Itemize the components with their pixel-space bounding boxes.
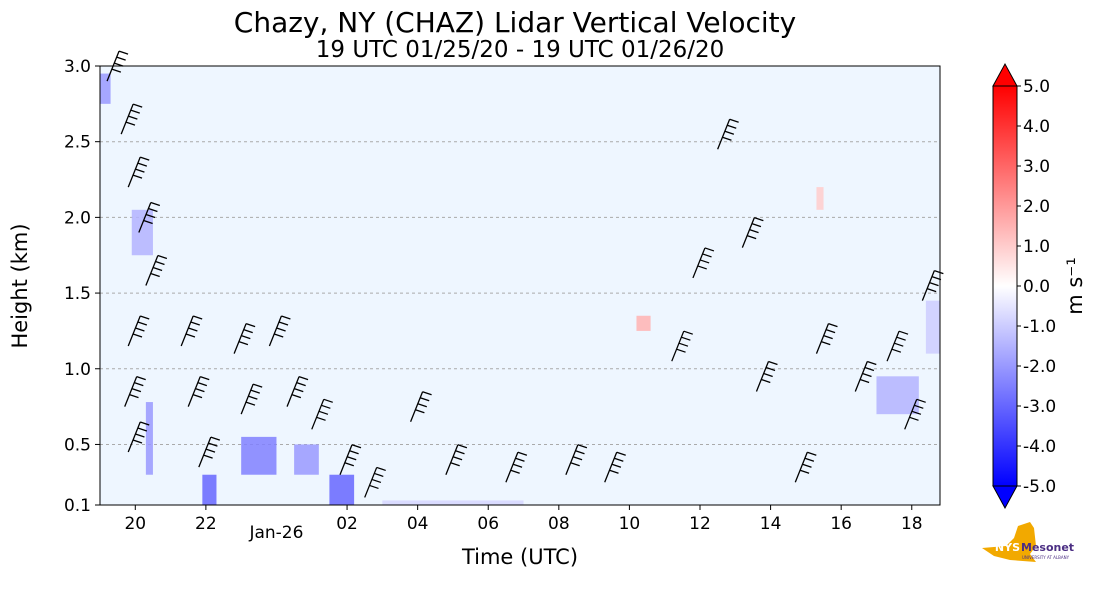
grid-lines [100,141,940,445]
wind-barb [445,444,468,475]
colorbar-tick-label: 5.0 [1023,77,1050,97]
y-tick-label: 0.5 [64,435,91,455]
wind-barb [904,398,926,430]
wind-barb [741,217,764,248]
x-axis-label: Time (UTC) [461,545,578,569]
wind-barb [815,323,838,354]
x-tick-label: 20 [124,514,146,534]
chart-title: Chazy, NY (CHAZ) Lidar Vertical Velocity [234,6,796,39]
wind-barb [240,383,263,415]
wind-barbs [106,50,944,498]
logo-university: UNIVERSITY AT ALBANY [1022,555,1070,560]
wind-barb [886,330,909,362]
wind-barb [505,451,528,483]
wind-barb [120,103,143,135]
colorbar-min-extension [992,485,1018,510]
colorbar-tick-label: -5.0 [1023,477,1056,497]
velocity-patch [145,402,153,475]
x-tick-label: 10 [619,514,641,534]
x-date-label: Jan-26 [248,523,303,543]
velocity-patch [241,436,277,475]
plot-area [100,66,940,505]
plot-frame [99,65,941,506]
wind-barb [198,436,221,468]
x-tick-label: 02 [336,514,358,534]
colorbar-tick-label: 1.0 [1023,237,1050,257]
colorbar-gradient [993,86,1017,486]
wind-barb [755,360,778,392]
wind-barb [145,254,168,286]
ny-state-icon [982,522,1036,562]
wind-barb [180,315,203,347]
wind-barb [187,375,210,407]
y-tick-label: 0.1 [64,496,91,516]
velocity-patch [131,209,153,256]
velocity-patch [382,500,524,505]
colorbar-tick-label: 4.0 [1023,117,1050,137]
colorbar-tick-label: -3.0 [1023,397,1056,417]
x-tick-label: 16 [830,514,852,534]
wind-barb [127,315,150,347]
x-tick-label: 12 [689,514,711,534]
x-tick-label: 18 [901,514,923,534]
wind-barb [138,201,161,233]
colorbar-tick-label: -1.0 [1023,317,1056,337]
wind-barb [364,466,386,498]
colorbar-tick-label: 0.0 [1023,277,1050,297]
y-tick-label: 1.5 [64,284,91,304]
velocity-patch [202,474,217,505]
wind-barb [127,156,150,188]
colorbar-label: m s⁻¹ [1063,257,1087,315]
colorbar-tick-label: 3.0 [1023,157,1050,177]
wind-barb [233,323,256,354]
y-tick-label: 1.0 [64,360,91,380]
logo-mesonet: Mesonet [1021,541,1074,554]
nys-mesonet-logo: NYS Mesonet UNIVERSITY AT ALBANY [982,522,1074,562]
colorbar-max-extension [992,62,1018,87]
x-tick-label: 04 [407,514,429,534]
x-tick-label: 06 [477,514,499,534]
x-tick-label: 22 [195,514,217,534]
x-tick-label: 14 [760,514,782,534]
wind-barb [921,270,944,301]
wind-barb [692,247,715,279]
colorbar-tick-label: -4.0 [1023,437,1056,457]
velocity-patch [329,474,355,505]
x-tick-label: 08 [548,514,570,534]
y-tick-label: 2.0 [64,208,91,228]
wind-barb [311,398,333,430]
wind-barb [604,451,626,483]
velocity-patch [294,444,319,475]
y-tick-label: 3.0 [64,57,91,77]
logo-nys: NYS [995,541,1020,554]
wind-barb [268,315,291,347]
wind-barb [339,444,362,475]
wind-barb [671,330,693,362]
y-axis-label: Height (km) [8,223,32,348]
velocity-patch [100,73,111,104]
y-axis-ticks: 0.1 0.5 1.0 1.5 2.0 2.5 3.0 [64,57,100,516]
wind-barb [794,451,817,483]
velocity-patch [925,300,940,354]
velocity-patch [816,187,824,210]
colorbar-tick-label: -2.0 [1023,357,1056,377]
wind-barb [124,375,146,407]
wind-barb [286,375,309,407]
x-axis-ticks: 20 22 02 04 06 08 10 12 14 16 18 Jan-26 [124,505,923,543]
velocity-patches [100,73,940,505]
wind-barb [854,360,877,392]
wind-barb [717,118,739,150]
colorbar: 5.0 4.0 3.0 2.0 1.0 0.0 -1.0 -2.0 -3.0 -4.0 -5.0 m… [992,62,1087,510]
wind-barb [127,421,150,453]
velocity-patch [636,315,651,331]
y-tick-label: 2.5 [64,133,91,153]
colorbar-tick-label: 2.0 [1023,197,1050,217]
wind-barb [565,444,588,475]
chart-subtitle: 19 UTC 01/25/20 - 19 UTC 01/26/20 [316,37,725,63]
wind-barb [409,391,432,422]
velocity-patch [876,376,919,415]
